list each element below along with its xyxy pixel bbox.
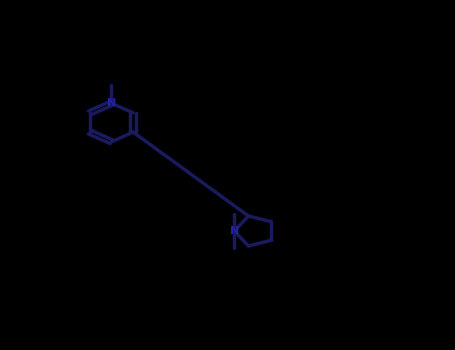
Text: N: N — [107, 98, 116, 108]
Text: N: N — [230, 226, 239, 236]
